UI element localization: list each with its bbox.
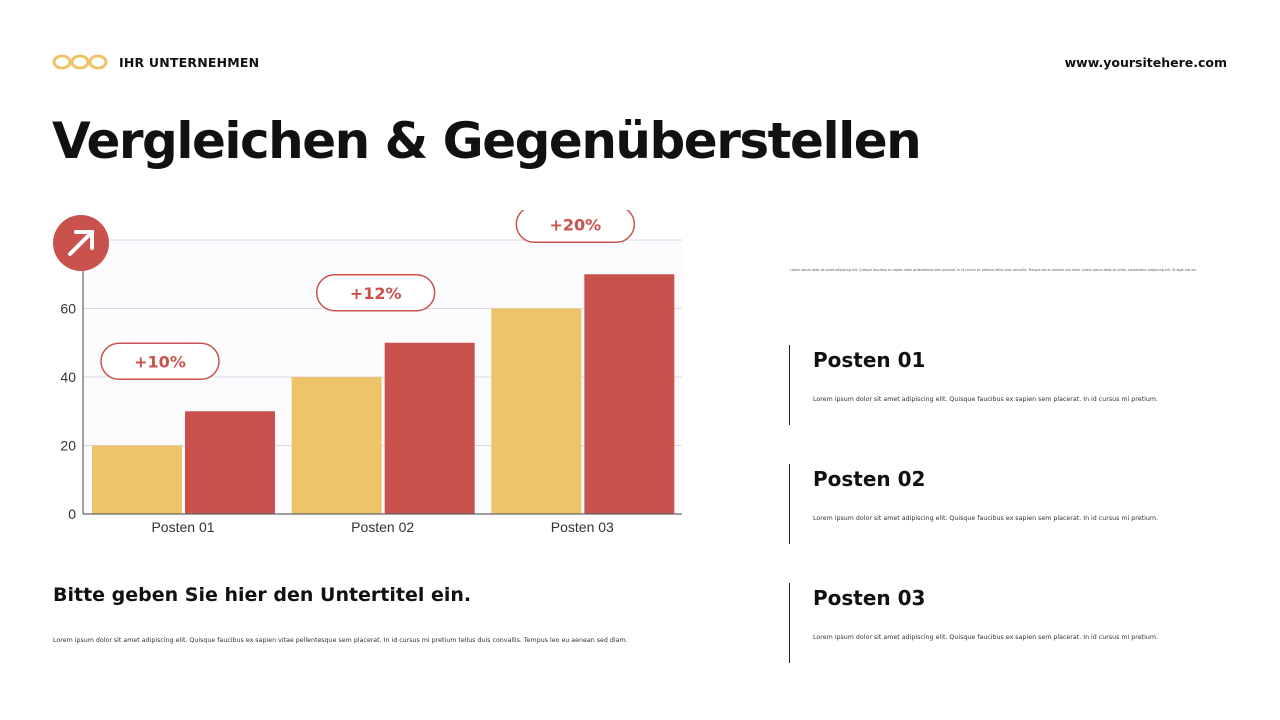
top-note: Lorem ipsum dolor sit amet adipiscing el…	[790, 268, 1197, 272]
list-item: Posten 03 Lorem ipsum dolor sit amet adi…	[789, 583, 1229, 663]
subtitle: Bitte geben Sie hier den Untertitel ein.	[53, 584, 472, 606]
item-text: Lorem ipsum dolor sit amet adipiscing el…	[813, 515, 1158, 522]
list-item: Posten 01 Lorem ipsum dolor sit amet adi…	[789, 345, 1229, 425]
x-tick-label: Posten 01	[151, 519, 214, 535]
body-text: Lorem ipsum dolor sit amet adipiscing el…	[53, 637, 628, 644]
y-tick-label: 40	[60, 369, 76, 385]
item-text: Lorem ipsum dolor sit amet adipiscing el…	[813, 634, 1158, 641]
annotation-pill	[100, 342, 220, 380]
item-title: Posten 01	[813, 348, 926, 372]
arrow-path	[68, 230, 94, 256]
bar	[584, 274, 675, 514]
annotation-label: +12%	[350, 284, 402, 303]
y-tick-label: 20	[60, 438, 76, 454]
item-title: Posten 02	[813, 467, 926, 491]
y-tick-label: 60	[60, 301, 76, 317]
y-tick-label: 0	[68, 506, 76, 522]
x-tick-label: Posten 02	[351, 519, 414, 535]
bar	[185, 411, 275, 514]
bar	[92, 445, 182, 514]
item-text: Lorem ipsum dolor sit amet adipiscing el…	[813, 396, 1158, 403]
website-link[interactable]: www.yoursitehere.com	[1064, 55, 1227, 70]
x-tick-label: Posten 03	[551, 519, 614, 535]
bar	[291, 377, 382, 514]
company-logo	[52, 54, 108, 70]
page-title: Vergleichen & Gegenüberstellen	[52, 112, 922, 170]
bar-chart: 0 20 40 60 Posten 01 +10% Posten 02 +12% Posten …	[53, 210, 682, 535]
bar	[384, 342, 475, 514]
company-name: IHR UNTERNEHMEN	[119, 55, 260, 70]
annotation-pill	[315, 274, 436, 312]
list-item: Posten 02 Lorem ipsum dolor sit amet adi…	[789, 464, 1229, 544]
annotation-pill	[515, 210, 636, 243]
arrow-up-right-icon	[68, 230, 94, 256]
bar	[491, 308, 582, 514]
item-title: Posten 03	[813, 586, 926, 610]
annotation-label: +20%	[549, 215, 601, 234]
annotation-label: +10%	[134, 352, 186, 371]
